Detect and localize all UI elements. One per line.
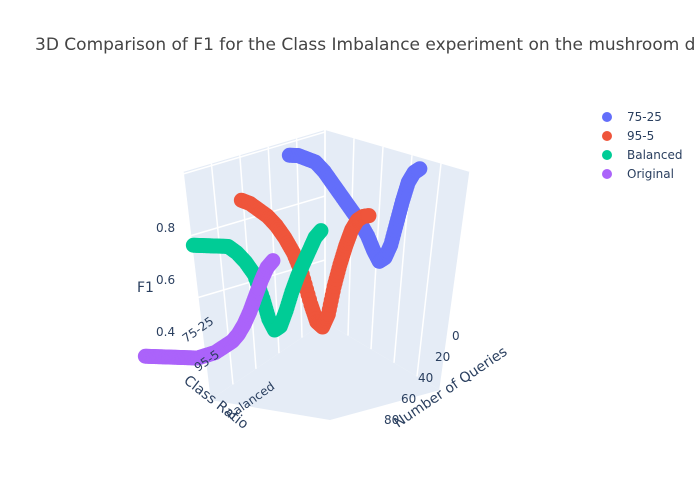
legend-item[interactable]: 95-5 <box>602 129 654 143</box>
legend-marker <box>602 131 612 141</box>
grid-line-x <box>416 163 442 377</box>
legend[interactable]: 75-25 95-5 Balanced Original <box>602 110 682 181</box>
z-tick-label: 0.8 <box>156 221 175 235</box>
back-wall-right <box>325 130 470 390</box>
grid-line-z <box>182 131 326 175</box>
legend-marker <box>602 169 612 179</box>
series-original <box>137 253 281 366</box>
legend-marker <box>602 112 612 122</box>
data-point <box>265 253 281 269</box>
legend-item[interactable]: 75-25 <box>602 110 662 124</box>
z-tick-label: 0.6 <box>156 273 175 287</box>
legend-label: Original <box>627 167 674 181</box>
legend-label: Balanced <box>627 148 682 162</box>
x-tick-label: 40 <box>418 371 433 385</box>
z-axis-title: F1 <box>137 280 154 296</box>
series-95-5 <box>233 192 377 335</box>
legend-item[interactable]: Balanced <box>602 148 682 162</box>
grid-line-z <box>182 195 326 239</box>
legend-marker <box>602 150 612 160</box>
grid-line-y <box>295 138 303 338</box>
legend-label: 95-5 <box>627 129 654 143</box>
data-point <box>313 223 329 239</box>
traces <box>137 147 428 366</box>
data-point <box>412 161 428 177</box>
x-tick-label: 80 <box>384 413 399 427</box>
chart-title: 3D Comparison of F1 for the Class Imbala… <box>35 35 695 55</box>
floor <box>210 322 440 420</box>
data-point <box>361 208 377 224</box>
x-tick-label: 20 <box>435 350 450 364</box>
series-75-25 <box>281 147 428 269</box>
series-balanced <box>185 223 329 338</box>
x-tick-label: 60 <box>401 392 416 406</box>
z-tick-label: 0.4 <box>156 325 175 339</box>
x-tick-label: 0 <box>452 329 460 343</box>
grid-line-x <box>439 171 471 391</box>
legend-label: 75-25 <box>627 110 662 124</box>
legend-item[interactable]: Original <box>602 167 674 181</box>
